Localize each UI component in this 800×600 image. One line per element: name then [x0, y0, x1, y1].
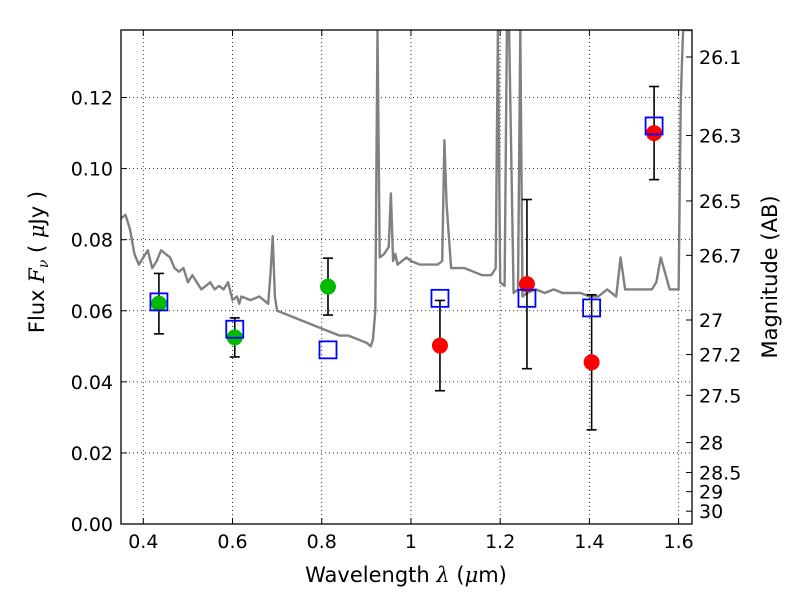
x-tick-label: 0.4: [128, 531, 158, 553]
right-tick-label: 27.5: [699, 385, 741, 407]
plot-frame: [120, 29, 693, 525]
model-point: [149, 292, 169, 312]
right-tick-label: 29: [699, 482, 723, 504]
y-tick-label: 0.06: [71, 301, 113, 323]
model-point: [318, 340, 338, 360]
right-tick-label: 28.5: [699, 462, 741, 484]
y-tick-label: 0.04: [71, 372, 113, 394]
data-point: [319, 278, 336, 295]
grid: [121, 30, 692, 524]
right-tick-label: 26.3: [699, 126, 741, 148]
right-tick-label: 26.7: [699, 245, 741, 267]
right-tick-label: 30: [699, 501, 723, 523]
y-tick-label: 0.10: [71, 159, 113, 181]
plot-area: [121, 30, 692, 431]
data-point: [431, 337, 448, 354]
x-tick-label: 1.4: [574, 531, 604, 553]
model-point: [644, 116, 664, 136]
x-tick-label: 0.8: [307, 531, 337, 553]
model-point: [430, 288, 450, 308]
data-point: [583, 354, 600, 371]
model-point: [582, 298, 602, 318]
model-spectrum-line: [121, 30, 692, 348]
x-tick-label: 1.2: [485, 531, 515, 553]
data-point: [646, 125, 663, 142]
y-tick-label: 0.02: [71, 443, 113, 465]
y-axis-title: Flux Fν ( μJy ): [25, 191, 52, 333]
right-tick-label: 28: [699, 433, 723, 455]
right-tick-label: 27.2: [699, 344, 741, 366]
y-tick-label: 0.00: [71, 514, 113, 536]
x-tick-label: 1: [405, 531, 417, 553]
right-tick-label: 27: [699, 310, 723, 332]
data-point: [150, 295, 167, 312]
y-tick-label: 0.08: [71, 230, 113, 252]
data-point: [518, 276, 535, 293]
x-axis-title: Wavelength λ (μm): [305, 563, 507, 587]
y-tick-label: 0.12: [71, 88, 113, 110]
y-right-axis-title: Magnitude (AB): [758, 195, 782, 358]
x-tick-label: 0.6: [217, 531, 247, 553]
model-point: [225, 319, 245, 339]
right-tick-label: 26.1: [699, 47, 741, 69]
axes: 0.4 0.6 0.8 1 1.2 1.4 1.6 0.00 0.02 0.04 0.06 0.08 0…: [71, 30, 741, 553]
right-tick-label: 26.5: [699, 191, 741, 213]
model-point: [517, 288, 537, 308]
x-tick-label: 1.6: [664, 531, 694, 553]
